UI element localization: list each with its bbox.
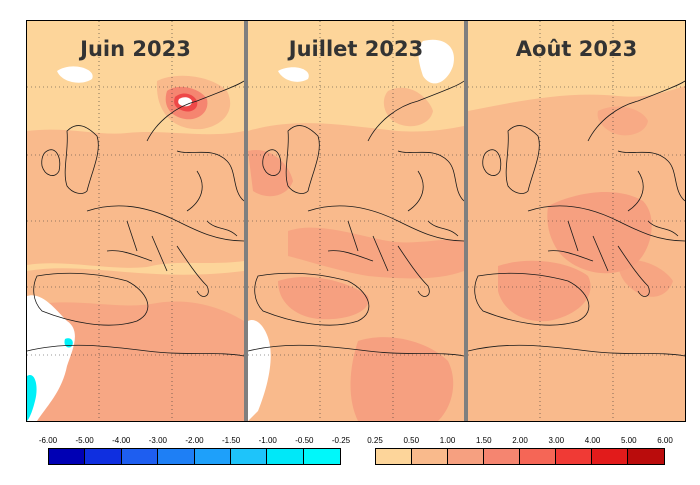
legend-swatch bbox=[158, 449, 195, 464]
legend-swatch bbox=[448, 449, 484, 464]
legend-tick-label: 1.50 bbox=[475, 436, 492, 445]
legend-tick-label: 0.25 bbox=[367, 436, 383, 445]
legend-tick-label: 5.00 bbox=[620, 436, 637, 445]
legend-swatch bbox=[49, 449, 86, 464]
legend-tick-label: -0.50 bbox=[295, 436, 314, 445]
panel-separator bbox=[244, 21, 248, 421]
map-panel-july: Juillet 2023 bbox=[248, 21, 464, 421]
legend-tick-label: 0.50 bbox=[403, 436, 420, 445]
panel-separator bbox=[464, 21, 468, 421]
legend-negative: -6.00 -5.00 -4.00 -3.00 -2.00 -1.50 -1.00 -0.50… bbox=[39, 436, 350, 466]
legend-swatch bbox=[230, 449, 268, 464]
legend-swatch bbox=[85, 449, 122, 464]
legend-tick-label: -5.00 bbox=[75, 436, 94, 445]
legend-swatch bbox=[121, 449, 159, 464]
map-june bbox=[27, 21, 244, 421]
legend-swatch bbox=[267, 449, 304, 464]
legend-tick-label: -3.00 bbox=[148, 436, 167, 445]
legend-positive-colorbar bbox=[375, 448, 665, 465]
legend-tick-label: -4.00 bbox=[112, 436, 131, 445]
legend-tick-label: 1.00 bbox=[439, 436, 456, 445]
legend-tick-label: -0.25 bbox=[331, 436, 351, 445]
legend-tick-label: 4.00 bbox=[584, 436, 601, 445]
panel-title-august: Août 2023 bbox=[515, 37, 638, 61]
legend-negative-labels: -6.00 -5.00 -4.00 -3.00 -2.00 -1.50 -1.00 -0.50… bbox=[39, 436, 350, 446]
legend-swatch bbox=[628, 449, 664, 464]
legend-swatch bbox=[484, 449, 520, 464]
legend-positive: 0.25 0.50 1.00 1.50 2.00 3.00 4.00 5.00 6.00 bbox=[367, 436, 673, 466]
anomaly-maps: Juin 2023 bbox=[26, 20, 686, 422]
legend-swatch bbox=[556, 449, 592, 464]
legend-swatch bbox=[303, 449, 340, 464]
legend-swatch bbox=[412, 449, 448, 464]
legend-negative-colorbar bbox=[48, 448, 341, 465]
legend-swatch bbox=[376, 449, 412, 464]
legend-tick-label: 6.00 bbox=[657, 436, 673, 445]
legend-tick-label: -6.00 bbox=[38, 436, 58, 445]
legend-tick-label: -1.50 bbox=[222, 436, 241, 445]
map-panel-august: Août 2023 bbox=[468, 21, 685, 421]
map-panel-june: Juin 2023 bbox=[27, 21, 244, 421]
legend-swatch bbox=[194, 449, 231, 464]
panel-title-july: Juillet 2023 bbox=[288, 37, 424, 61]
map-july bbox=[248, 21, 464, 421]
map-august bbox=[468, 21, 685, 421]
legend-positive-labels: 0.25 0.50 1.00 1.50 2.00 3.00 4.00 5.00 6.00 bbox=[367, 436, 673, 446]
legend-tick-label: 2.00 bbox=[512, 436, 528, 445]
legend-swatch bbox=[520, 449, 556, 464]
legend-swatch bbox=[592, 449, 628, 464]
panel-title-june: Juin 2023 bbox=[80, 37, 191, 61]
legend-tick-label: -2.00 bbox=[185, 436, 204, 445]
legend-tick-label: 3.00 bbox=[548, 436, 565, 445]
legend-tick-label: -1.00 bbox=[258, 436, 277, 445]
